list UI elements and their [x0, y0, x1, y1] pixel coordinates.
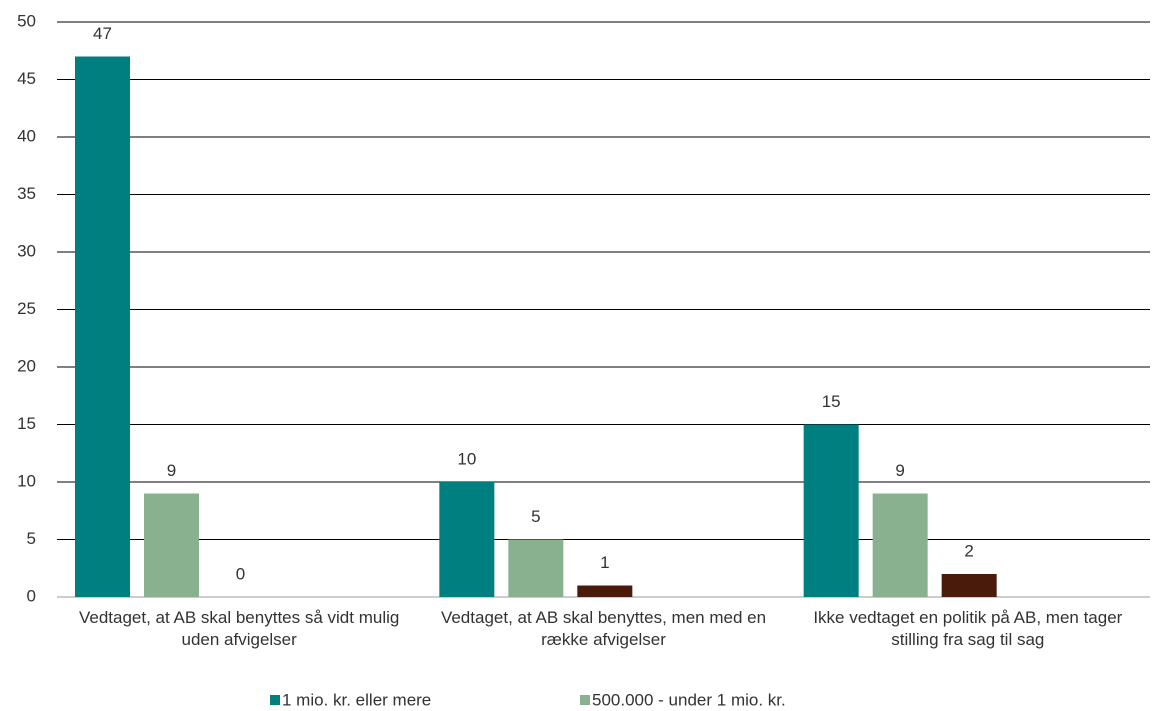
legend-swatch: [580, 695, 590, 705]
data-label: 15: [822, 392, 841, 411]
bar: [872, 493, 928, 597]
data-label: 2: [964, 541, 973, 560]
y-tick-label: 10: [17, 471, 36, 490]
bar: [75, 56, 130, 597]
bar: [941, 574, 997, 597]
legend-swatch: [270, 695, 280, 705]
bar: [508, 539, 564, 597]
data-label: 9: [895, 461, 904, 480]
x-tick-label: Ikke vedtaget en politik på AB, men tage…: [813, 608, 1123, 649]
y-tick-label: 35: [17, 184, 36, 203]
data-label: 5: [531, 507, 540, 526]
y-tick-label: 5: [27, 529, 36, 548]
data-label: 10: [457, 449, 476, 468]
y-tick-label: 25: [17, 299, 36, 318]
x-tick-label: Vedtaget, at AB skal benyttes, men med e…: [440, 608, 767, 649]
y-tick-label: 15: [17, 414, 36, 433]
legend-label: 500.000 - under 1 mio. kr.: [592, 690, 786, 709]
y-tick-label: 40: [17, 126, 36, 145]
bar: [439, 482, 495, 597]
y-tick-label: 50: [17, 11, 36, 30]
y-tick-label: 0: [27, 586, 36, 605]
legend-label: 1 mio. kr. eller mere: [282, 690, 431, 709]
bar: [803, 424, 859, 597]
y-tick-label: 30: [17, 241, 36, 260]
x-tick-label: Vedtaget, at AB skal benyttes så vidt mu…: [78, 608, 400, 649]
data-label: 47: [93, 24, 112, 43]
bar: [577, 585, 633, 597]
y-tick-label: 45: [17, 69, 36, 88]
data-label: 0: [236, 564, 245, 583]
data-label: 9: [167, 461, 176, 480]
y-tick-label: 20: [17, 356, 36, 375]
data-label: 1: [600, 553, 609, 572]
bar: [144, 493, 199, 597]
